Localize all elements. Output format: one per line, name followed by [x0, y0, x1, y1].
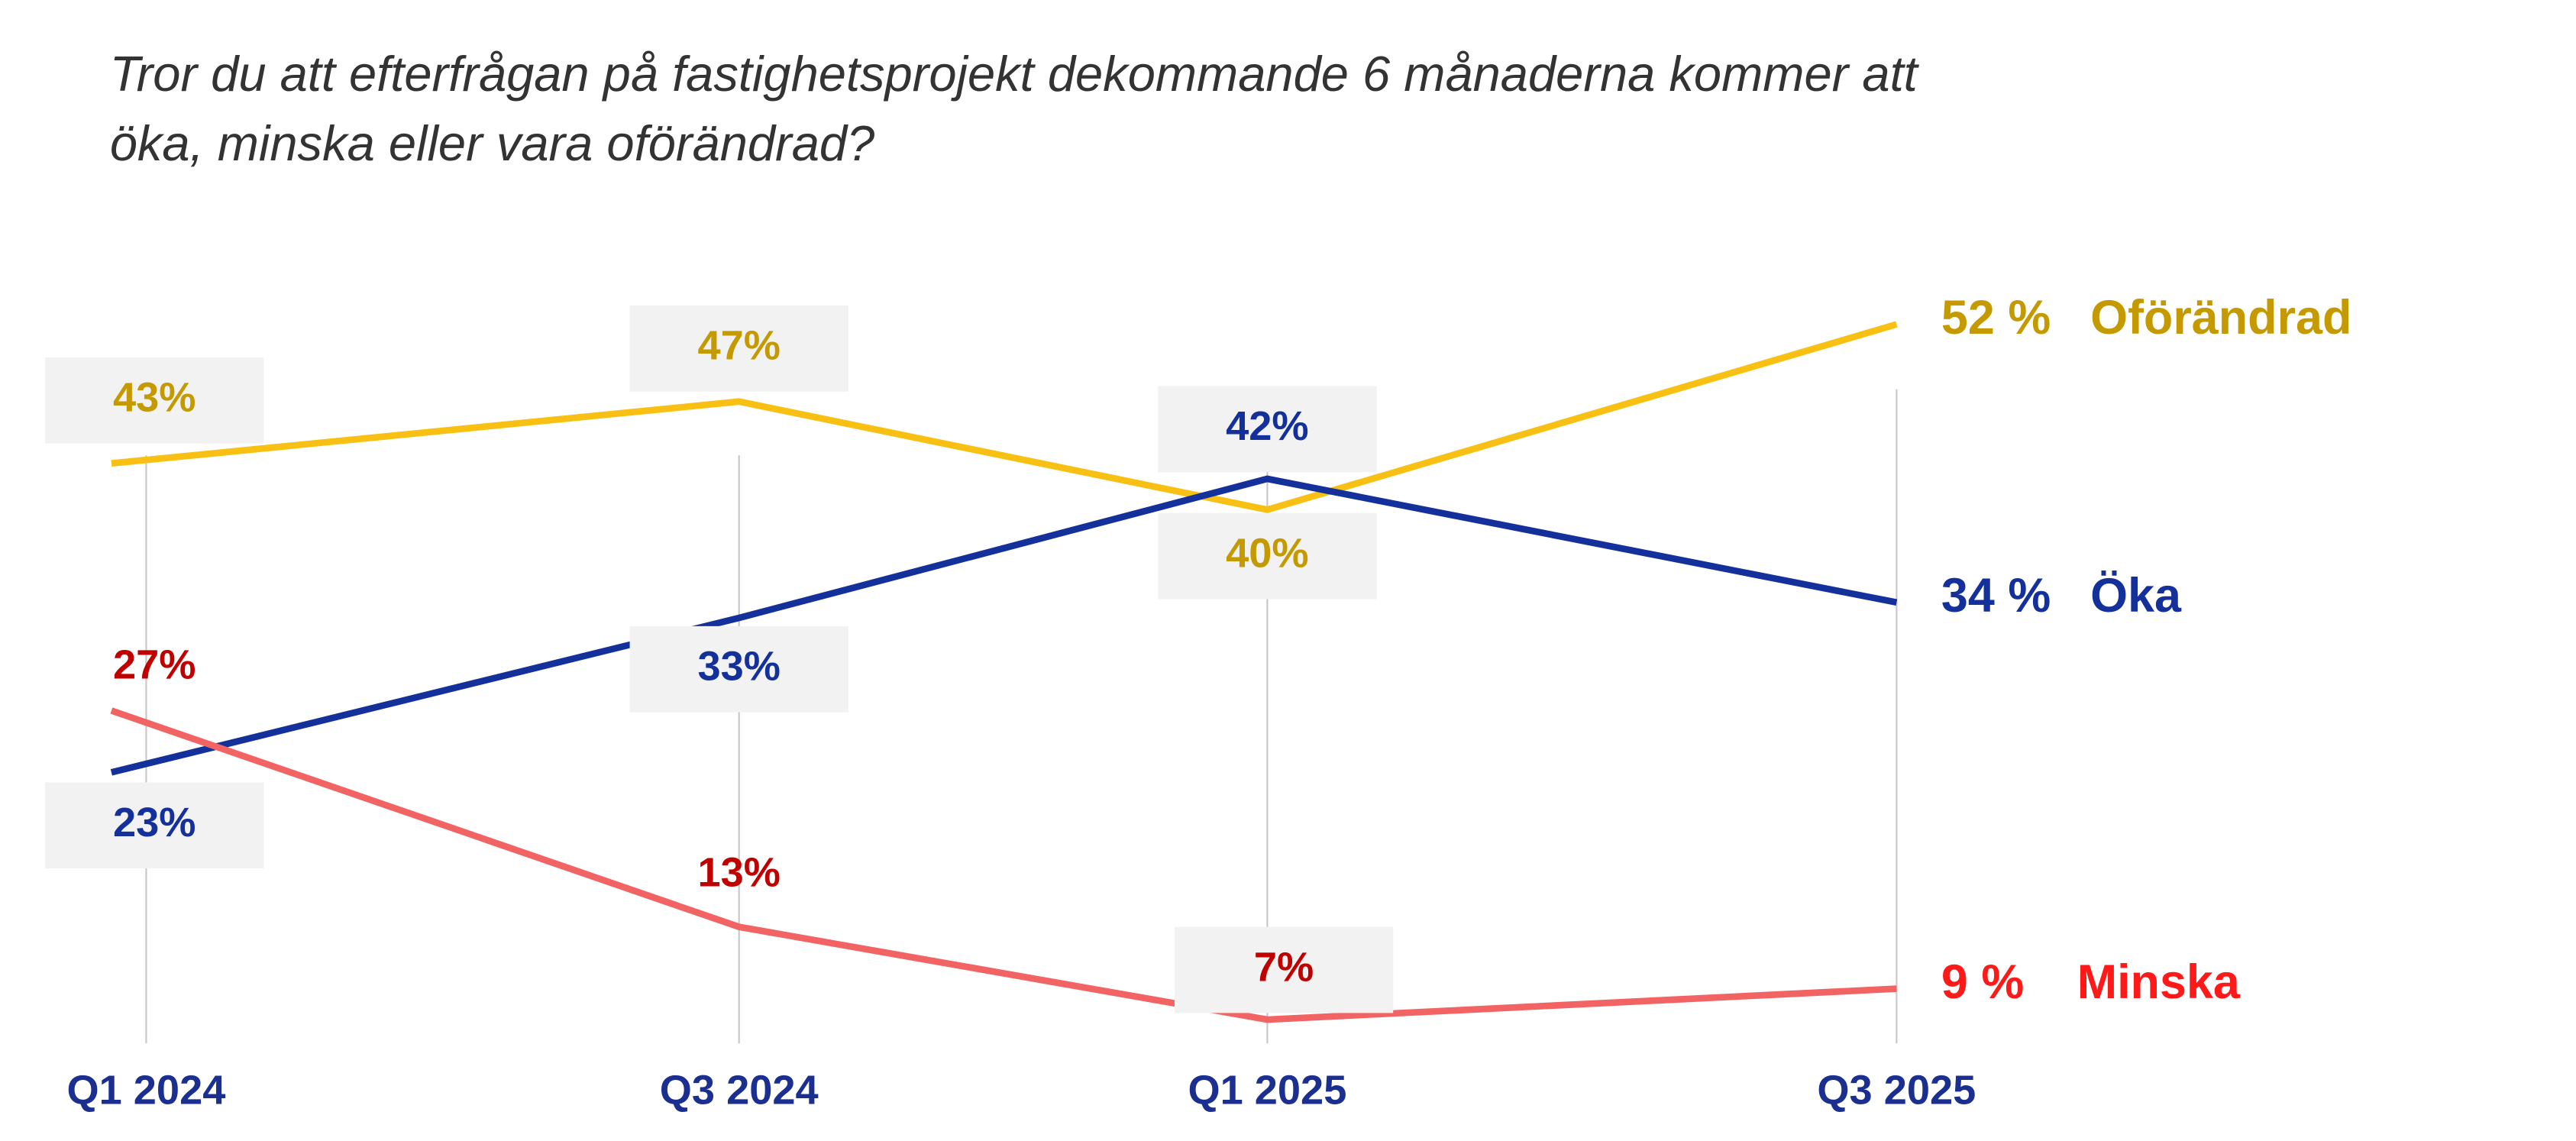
legend-label: Öka: [2090, 569, 2182, 622]
label-box: [1158, 512, 1377, 600]
x-tick-label: Q1 2024: [66, 1067, 225, 1113]
label-box: [629, 305, 848, 392]
data-label: 13%: [697, 850, 780, 896]
data-label: 40%: [1226, 530, 1308, 576]
data-label: 33%: [697, 644, 780, 690]
x-tick-label: Q1 2025: [1188, 1067, 1346, 1113]
end-value-label: 34 %: [1941, 569, 2051, 622]
end-value-label: 9 %: [1941, 955, 2024, 1009]
label-box: [45, 357, 264, 444]
chart-title: Tror du att efterfrågan på fastighetspro…: [110, 46, 1920, 102]
series-line: [110, 707, 1897, 1023]
legend-label: Minska: [2077, 955, 2241, 1009]
data-label: 23%: [113, 800, 196, 845]
data-label: 43%: [113, 375, 196, 421]
series-line: [110, 475, 1898, 776]
data-label: 47%: [697, 323, 780, 369]
data-label: 42%: [1226, 403, 1308, 449]
data-label: 27%: [113, 642, 196, 687]
label-box: [45, 782, 264, 869]
data-label: 7%: [1254, 944, 1314, 990]
label-box: [1174, 926, 1394, 1013]
x-tick-label: Q3 2025: [1817, 1067, 1976, 1113]
legend-label: Oförändrad: [2090, 291, 2351, 344]
x-tick-label: Q3 2024: [660, 1067, 819, 1113]
label-box: [629, 625, 848, 713]
end-value-label: 52 %: [1941, 291, 2051, 344]
label-box: [1158, 386, 1377, 473]
series-line: [111, 321, 1898, 513]
chart-title: öka, minska eller vara oförändrad?: [110, 115, 875, 171]
